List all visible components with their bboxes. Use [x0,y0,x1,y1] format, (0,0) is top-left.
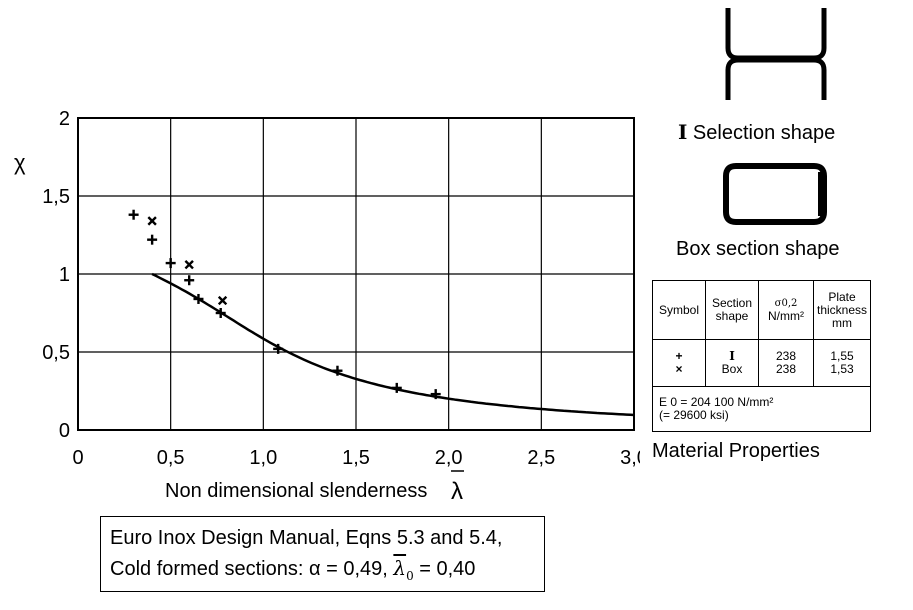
caption-line-1: Euro Inox Design Manual, Eqns 5.3 and 5.… [110,527,503,549]
plus-marker [215,308,226,318]
modulus-row: E 0 = 204 100 N/mm² (= 29600 ksi) [652,386,871,432]
caption-lambda: λ [393,556,407,580]
header-section-shape: Section shape [705,280,759,340]
material-properties-label: Material Properties [652,440,820,462]
i-glyph: I [678,120,688,144]
data-points [128,209,441,400]
plus-marker [193,293,204,304]
table-header-row: Symbol Section shape σ0,2 N/mm² Plate th… [652,280,871,340]
cross-marker [147,216,157,226]
header-symbol: Symbol [652,280,706,340]
x-axis-label: Non dimensional slenderness [165,480,427,502]
caption-line-2: Cold formed sections: α = 0,49, λ0 = 0,4… [110,556,476,583]
x-tick-label: 0 [72,447,83,469]
x-tick-label: 0,5 [157,447,185,469]
x-tick-label: 1,0 [249,447,277,469]
properties-table: Symbol Section shape σ0,2 N/mm² Plate th… [652,280,871,432]
cross-marker [184,259,194,270]
y-tick-label: 1 [59,264,70,286]
x-tick-label: 1,5 [342,447,370,469]
box-shape-label: Box section shape [676,238,840,260]
header-sigma: σ0,2 N/mm² [758,280,814,340]
box-section-icon [723,163,827,225]
x-tick-label: 3,0 [620,447,640,469]
plus-marker [391,382,402,393]
y-tick-label: 0 [59,420,70,442]
y-tick-label: 2 [59,108,70,130]
buckling-curve [151,272,635,417]
plus-marker [332,365,343,376]
x-tick-label: 2,0 [435,447,463,469]
sigma-cell: 238 238 [758,339,814,387]
caption-box: Euro Inox Design Manual, Eqns 5.3 and 5.… [100,516,545,592]
plus-marker [184,275,195,286]
modulus-cell: E 0 = 204 100 N/mm² (= 29600 ksi) [652,386,871,432]
y-tick-label: 1,5 [42,186,70,208]
x-tick-labels: 0 0,5 1,0 1,5 2,0 2,5 3,0 [72,447,640,469]
symbol-cell: + × [652,339,706,387]
selection-shape-text: Selection shape [692,122,836,144]
chart-svg: 0 0,5 1,0 1,5 2,0 2,5 3,0 0 0,5 1 1,5 2 χ Non dime… [14,108,640,505]
y-tick-labels: 0 0,5 1 1,5 2 [42,108,70,442]
i-section-icon [725,8,827,100]
grid-lines [77,117,635,431]
plus-marker [147,234,158,245]
header-plate-thickness: Plate thickness mm [813,280,871,340]
x-tick-label: 2,5 [527,447,555,469]
plus-marker [273,343,284,354]
plus-marker [430,389,441,400]
plus-marker [128,209,139,220]
shape-cell: I Box [705,339,759,387]
selection-shape-label: I Selection shape [678,120,835,145]
x-axis-symbol: λ [451,478,463,505]
plot-frame [77,117,635,431]
table-row: + × I Box 238 238 1,55 1,53 [652,339,871,387]
y-tick-label: 0,5 [42,342,70,364]
y-axis-label: χ [14,150,26,175]
cross-marker [217,295,228,306]
thickness-cell: 1,55 1,53 [813,339,871,387]
plus-marker [165,258,176,269]
